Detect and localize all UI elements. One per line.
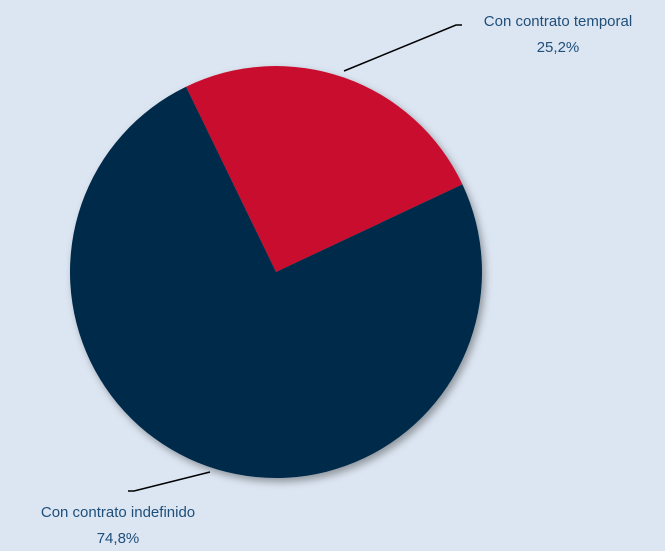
pie-slice-temporal xyxy=(186,66,463,272)
pie-slices xyxy=(69,66,482,479)
slice-label-temporal: Con contrato temporal xyxy=(484,13,632,30)
slice-label-indefinido: Con contrato indefinido xyxy=(41,504,195,521)
leader-line-indefinido xyxy=(128,471,211,492)
slice-value-temporal: 25,2% xyxy=(537,39,580,56)
leader-line-temporal xyxy=(343,24,462,72)
slice-value-indefinido: 74,8% xyxy=(97,530,140,547)
pie-slice-indefinido xyxy=(69,86,482,479)
